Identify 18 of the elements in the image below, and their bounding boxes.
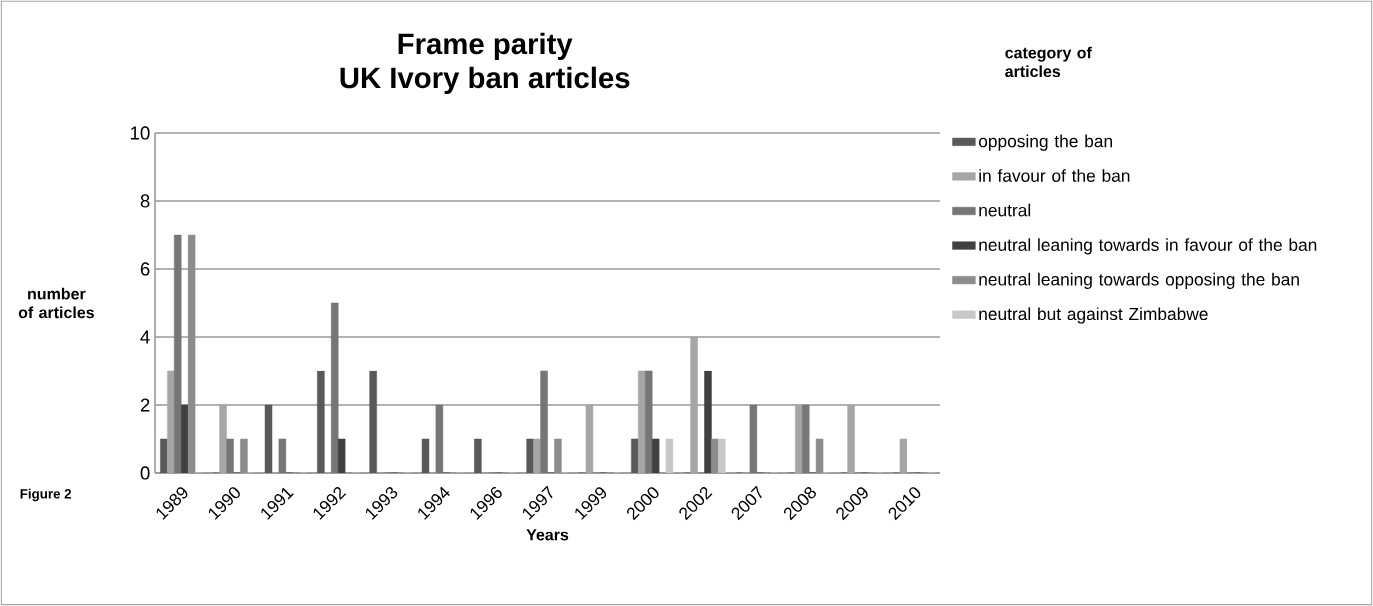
caption: Figure 2	[20, 488, 72, 502]
y-tick-label: 2	[140, 398, 150, 412]
chart-title: Frame parity	[398, 32, 573, 61]
legend-label: opposing the ban	[978, 134, 1112, 151]
legend-label: neutral leaning towards opposing the ban	[979, 272, 1299, 289]
legend-label: in favour of the ban	[979, 169, 1130, 182]
legend-label: neutral	[979, 203, 1031, 217]
y-tick-label: 6	[140, 262, 150, 276]
y-tick-label: 4	[140, 330, 150, 344]
x-axis-title: Years	[526, 529, 569, 541]
legend-title: category of articles	[1005, 46, 1092, 78]
y-tick-label: 8	[140, 194, 150, 208]
legend-label: neutral but against Zimbabwe	[979, 307, 1208, 324]
y-axis-title: number of articles	[18, 287, 94, 319]
y-tick-label: 10	[130, 126, 150, 140]
legend-label: neutral leaning towards in favour of the ban	[979, 238, 1317, 255]
chart-subtitle: UK Ivory ban articles	[340, 66, 630, 95]
y-tick-label: 0	[140, 466, 150, 480]
